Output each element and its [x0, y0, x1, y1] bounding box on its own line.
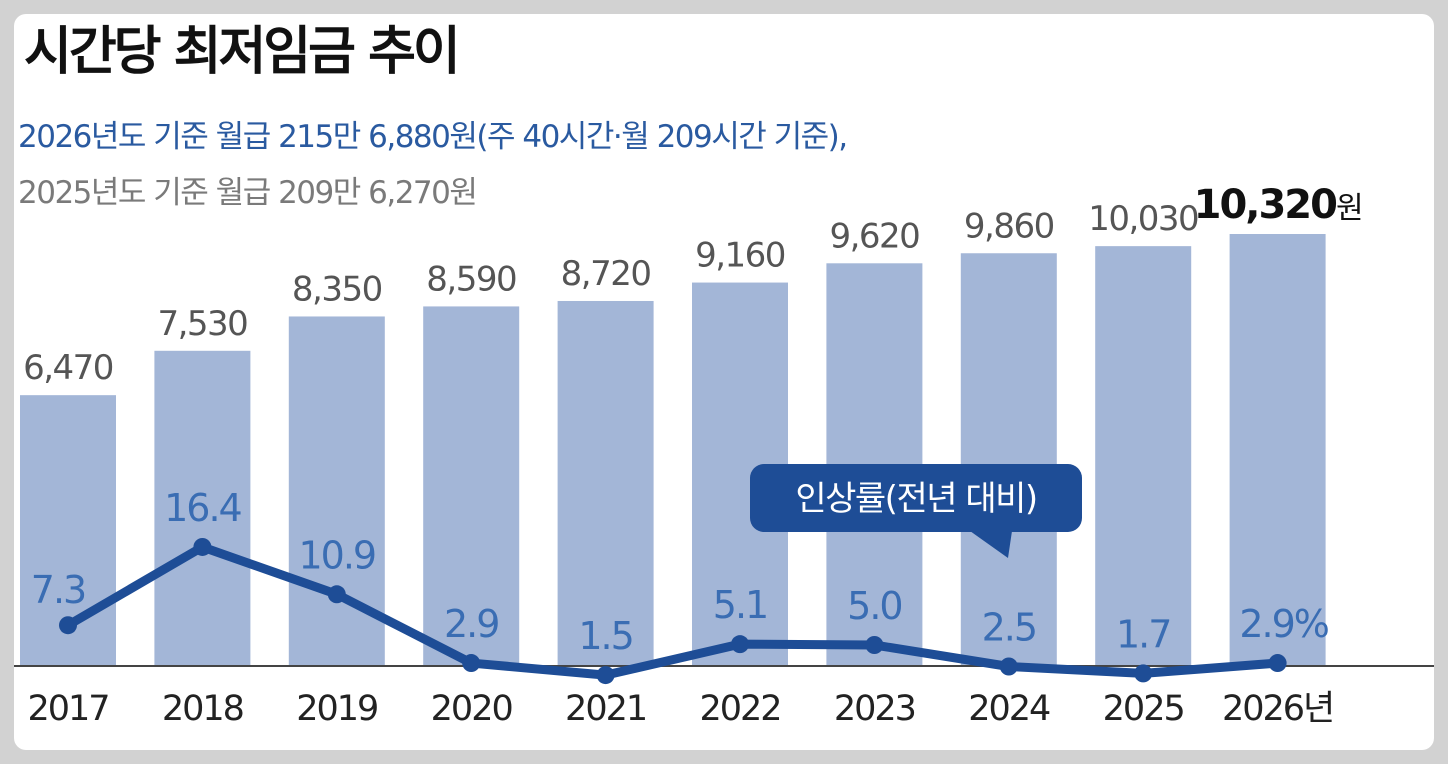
year-tick-labels: 2017 2018 2019 2020 2021 2022 2023 2024 2025 2026… — [27, 689, 1335, 729]
bar-2020 — [423, 306, 520, 666]
year-label-2017: 2017 — [27, 689, 108, 729]
year-label-2026년: 2026년 — [1222, 689, 1333, 729]
rate-label-2022: 5.1 — [713, 583, 767, 627]
rate-label-2023: 5.0 — [847, 584, 901, 628]
value-label-2018: 7,530 — [157, 304, 247, 344]
value-label-2019: 8,350 — [292, 269, 382, 309]
callout-pointer — [970, 531, 1012, 558]
year-label-2025: 2025 — [1103, 689, 1184, 729]
minimum-wage-chart: 6,470 7,530 8,350 8,590 8,720 9,160 9,620 9,860… — [14, 182, 1434, 729]
rate-label-2025: 1.7 — [1116, 612, 1170, 656]
value-unit-label: 원 — [1336, 191, 1362, 226]
chart-card: 시간당 최저임금 추이 2026년도 기준 월급 215만 6,880원(주 4… — [14, 14, 1434, 750]
rate-label-2020: 2.9 — [444, 602, 498, 646]
bar-2026년 — [1229, 234, 1326, 666]
bar-2025 — [1095, 246, 1192, 667]
rate-point-2019 — [327, 585, 346, 604]
rate-label-2019: 10.9 — [298, 533, 375, 577]
rate-label-2026년: 2.9% — [1239, 602, 1328, 646]
rate-point-2020 — [462, 654, 481, 673]
year-label-2024: 2024 — [968, 689, 1050, 729]
rate-callout: 인상률(전년 대비) — [750, 464, 1082, 558]
value-label-2017: 6,470 — [23, 348, 113, 388]
rate-point-2018 — [193, 537, 212, 556]
year-label-2019: 2019 — [296, 689, 377, 729]
rate-point-2017 — [59, 616, 77, 635]
bar-2024 — [960, 253, 1057, 667]
rate-point-2026년 — [1268, 654, 1287, 673]
year-label-2021: 2021 — [565, 689, 646, 729]
value-label-2025: 10,030 — [1088, 199, 1198, 239]
year-label-2022: 2022 — [699, 689, 780, 729]
year-label-2023: 2023 — [834, 689, 915, 729]
bar-2018 — [154, 350, 251, 666]
chart-title: 시간당 최저임금 추이 — [24, 22, 461, 82]
year-label-2018: 2018 — [162, 689, 243, 729]
wage-value-labels: 6,470 7,530 8,350 8,590 8,720 9,160 9,620 9,860… — [23, 182, 1364, 388]
value-label-2023: 9,620 — [829, 216, 919, 256]
subtitle-2026-monthly: 2026년도 기준 월급 215만 6,880원(주 40시간·월 209시간 … — [18, 119, 848, 155]
year-label-2020: 2020 — [431, 689, 512, 729]
bar-2021 — [557, 300, 654, 666]
rate-label-2024: 2.5 — [982, 606, 1036, 650]
callout-label: 인상률(전년 대비) — [795, 479, 1036, 519]
wage-bars — [20, 234, 1326, 667]
rate-point-2024 — [999, 657, 1018, 676]
subtitle-2025-monthly: 2025년도 기준 월급 209만 6,270원 — [18, 175, 478, 211]
rate-point-2021 — [596, 666, 615, 685]
rate-point-2023 — [865, 636, 884, 654]
value-label-2020: 8,590 — [426, 259, 516, 299]
value-label-2021: 8,720 — [561, 254, 651, 294]
rate-line — [63, 542, 1283, 680]
rate-point-2022 — [731, 635, 749, 654]
value-label-2024: 9,860 — [964, 206, 1054, 246]
rate-label-2018: 16.4 — [164, 486, 241, 530]
value-label-2026년: 10,320원 — [1194, 182, 1362, 228]
callout-bubble — [750, 464, 1082, 532]
rate-label-2021: 1.5 — [578, 614, 632, 658]
rate-label-2017: 7.3 — [31, 568, 85, 612]
rate-line-group: 7.3 16.4 10.9 2.9 1.5 5.1 5.0 2.5 1.7 2.9% — [31, 486, 1331, 685]
rate-point-2025 — [1134, 664, 1153, 683]
value-label-2022: 9,160 — [695, 236, 785, 276]
